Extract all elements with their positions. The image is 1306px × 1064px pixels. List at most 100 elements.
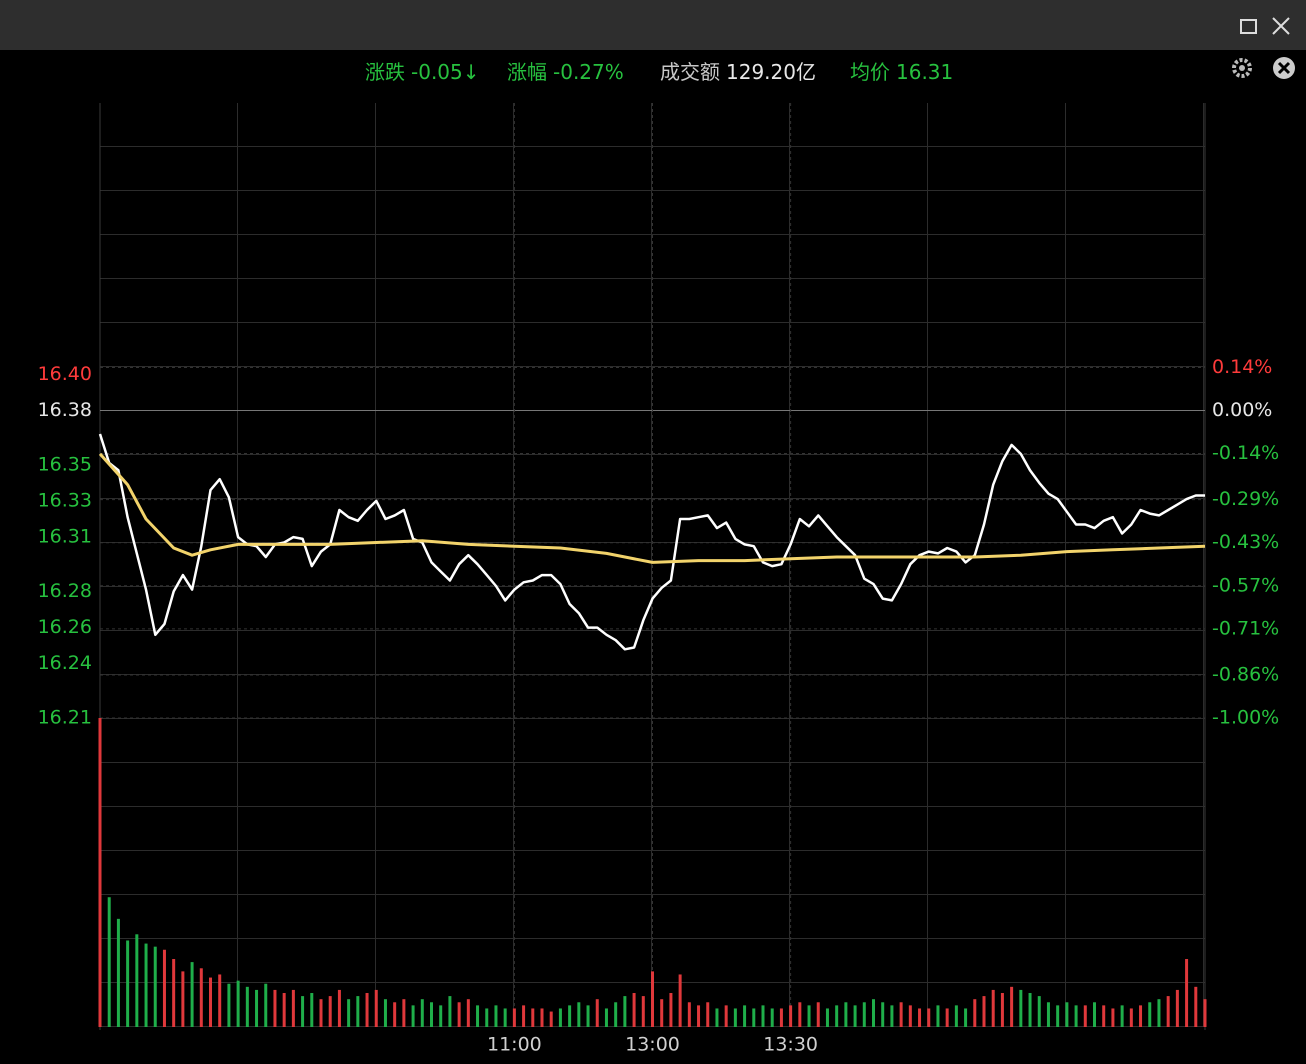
volume-bar [1185,959,1189,1027]
volume-bar [697,1005,701,1027]
title-bar [0,0,1306,50]
volume-bar [678,974,682,1027]
volume-bar [1102,1005,1106,1027]
volume-bar [1028,993,1032,1027]
volume-bar [209,977,212,1027]
volume-bar [116,918,120,1027]
volume-bar [1074,1005,1078,1027]
volume-bar [153,946,157,1027]
close-chart-button[interactable] [1273,57,1295,79]
volume-bar [825,1008,829,1027]
volume-bar [881,1002,885,1027]
header-item: 成交额 129.20亿 [660,56,822,85]
volume-bar [1093,1002,1096,1027]
y2-tick-label: -0.43% [1212,531,1279,553]
volume-bar [890,1005,894,1027]
volume-bar [623,996,627,1027]
volume-bar [420,999,424,1027]
volume-bar [973,999,977,1027]
volume-bar [531,1008,535,1027]
volume-bar [1148,1002,1152,1027]
volume-bar [1175,989,1179,1027]
volume-bar [135,934,139,1027]
volume-bar [558,1008,562,1027]
volume-bar [319,999,323,1027]
volume-bar [411,1005,415,1027]
volume-bar [107,897,111,1027]
close-window-button[interactable] [1272,17,1290,35]
settings-button[interactable] [1232,58,1252,78]
volume-bar [752,1008,756,1027]
average-line [98,452,1206,564]
volume-bar [282,993,286,1027]
volume-bar [273,989,277,1027]
header-label: 均价 [850,60,890,84]
volume-bar [1194,986,1198,1027]
volume-bar [540,1008,544,1027]
volume-bar [328,996,332,1027]
volume-bar [310,993,314,1027]
volume-bar [1010,986,1014,1027]
volume-bar [577,1002,581,1027]
header-item: 均价 16.31 [850,56,959,85]
y2-tick-label: -0.57% [1212,574,1279,596]
volume-bar [236,980,240,1027]
volume-bar [954,1005,958,1027]
header-value: 16.31 [896,60,954,84]
volume-bar [669,993,673,1027]
volume-bar [190,962,194,1027]
volume-bar [899,1002,903,1027]
volume-bar [1056,1005,1060,1027]
volume-bar [706,1002,710,1027]
volume-bar [255,989,259,1027]
volume-bar [660,999,664,1027]
volume-bar [687,1002,691,1027]
y2-tick-label: 0.14% [1212,356,1272,378]
volume-bar [816,1002,820,1027]
volume-bar [1000,993,1004,1027]
volume-bar [586,1005,590,1027]
volume-bar [1166,996,1170,1027]
volume-bar [1046,1002,1050,1027]
volume-bar [245,986,249,1027]
volume-bar [964,1008,968,1027]
header-item: 涨跌 -0.05↓ [365,56,486,85]
volume-bar [927,1008,931,1027]
volume-bar [604,1008,608,1027]
volume-bar [1139,1005,1143,1027]
volume-bar [568,1005,572,1027]
volume-bar [162,949,166,1027]
y-tick-label: 16.28 [38,580,92,602]
volume-bar [844,1002,848,1027]
volume-bar [430,1002,433,1027]
volume-bar [724,1005,728,1027]
y-tick-label: 16.38 [38,399,92,421]
y2-tick-label: 0.00% [1212,399,1272,421]
volume-bar [549,1011,553,1027]
y2-tick-label: -0.29% [1212,488,1279,510]
volume-bar [126,940,130,1027]
volume-bar [807,1005,811,1027]
volume-bar [512,1008,516,1027]
volume-bar [476,1005,480,1027]
volume-bar [393,1002,397,1027]
volume-bar [181,971,185,1027]
volume-bar [761,1005,765,1027]
volume-bar [383,999,387,1027]
volume-bar [494,1005,498,1027]
y2-tick-label: -0.14% [1212,442,1279,464]
volume-bar [439,1005,443,1027]
volume-bar [337,989,341,1027]
header-label: 涨幅 [507,60,547,84]
maximize-button[interactable] [1240,19,1257,34]
header-label: 涨跌 [365,60,405,84]
volume-bar [1157,999,1161,1027]
y2-tick-label: -0.86% [1212,663,1279,685]
y-tick-label: 16.26 [38,616,92,638]
volume-bar [144,943,148,1027]
volume-bar [733,1008,737,1027]
volume-bar [485,1008,489,1027]
volume-bar [1083,1005,1087,1027]
volume-bar [595,999,599,1027]
